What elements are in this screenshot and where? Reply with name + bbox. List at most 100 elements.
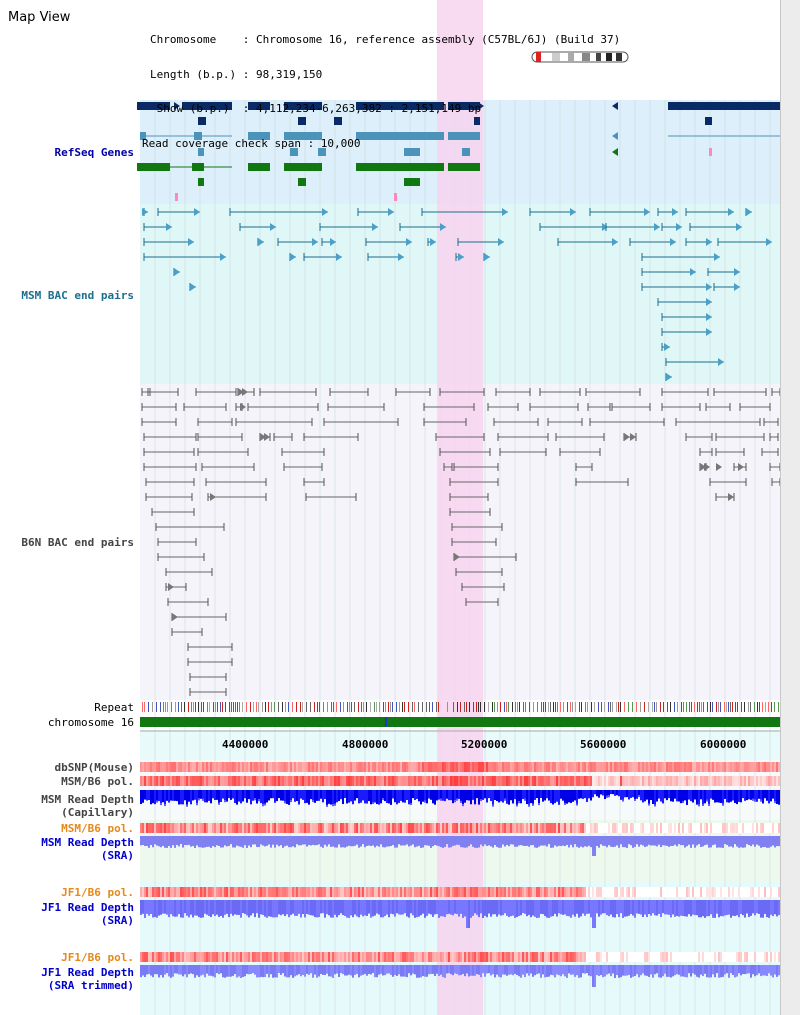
dbsnp-cell	[616, 762, 618, 772]
msm-b6-pol-cell	[500, 776, 502, 786]
jf1-depth-trim-bar	[168, 965, 170, 977]
jf1-depth-sra-bar	[388, 900, 390, 918]
jf1-depth-sra-bar	[632, 900, 634, 916]
gene-exon	[298, 117, 306, 125]
msm-b6-pol-cell	[306, 776, 308, 786]
dbsnp-label[interactable]: dbSNP(Mouse)	[54, 761, 134, 774]
dbsnp-cell	[642, 762, 644, 772]
dbsnp-cell	[764, 762, 766, 772]
msm-depth-cap-bar	[244, 790, 246, 799]
jf1-depth-sra-bar	[256, 900, 258, 914]
msm-depth-cap-bar	[228, 790, 230, 799]
bac-end-arrow	[502, 208, 508, 216]
dbsnp-cell	[300, 762, 302, 772]
jf1-read-depth-sra-label[interactable]: JF1 Read Depth	[41, 901, 134, 914]
msm-depth-cap-bar	[476, 790, 478, 799]
msm-read-depth-sra-label[interactable]: MSM Read Depth	[41, 836, 134, 849]
msm-b6-pol-sra-cell	[458, 823, 460, 833]
msm-b6-pol-sra-cell	[642, 823, 644, 833]
msm-depth-cap-bar	[186, 804, 188, 807]
dbsnp-cell	[222, 762, 224, 772]
b6n-bac-end-pairs-label[interactable]: B6N BAC end pairs	[21, 536, 134, 549]
jf1-depth-sra-bar	[436, 900, 438, 914]
jf1-b6-pol-cell	[480, 887, 482, 897]
dbsnp-cell	[540, 762, 542, 772]
msm-depth-cap-bar	[496, 790, 498, 802]
msm-depth-cap-bar	[208, 790, 210, 801]
msm-b6-pol-cell	[704, 776, 706, 786]
jf1-b6-pol-trim-cell	[390, 952, 392, 962]
jf1-depth-trim-bar	[390, 965, 392, 976]
msm-read-depth-capillary-label[interactable]: MSM Read Depth	[41, 793, 134, 806]
msm-b6-pol-cell	[480, 776, 482, 786]
msm-b6-pol-sra-cell	[184, 823, 186, 833]
jf1-b6-pol-trim-cell	[492, 952, 494, 962]
msm-depth-cap-bar	[162, 790, 164, 803]
msm-b6-pol-sra-cell	[298, 823, 300, 833]
repeat-element	[207, 702, 208, 712]
jf1-depth-trim-bar	[532, 965, 534, 977]
msm-b6-pol-cell	[392, 776, 394, 786]
msm-depth-sra-bar	[214, 836, 216, 848]
jf1-depth-sra-bar	[400, 900, 402, 915]
jf1-b6-pol-trim-cell	[760, 952, 762, 962]
msm-depth-sra-bar	[284, 836, 286, 847]
repeat-element	[473, 702, 474, 712]
jf1-b6-pol-trimmed-label[interactable]: JF1/B6 pol.	[61, 951, 134, 964]
jf1-depth-sra-bar	[540, 900, 542, 914]
msm-b6-pol-sra-cell	[506, 823, 508, 833]
msm-depth-cap-bar	[712, 790, 714, 800]
dbsnp-cell	[360, 762, 362, 772]
msm-depth-sra-bar	[394, 836, 396, 848]
jf1-depth-trim-bar	[496, 965, 498, 975]
msm-b6-pol-label[interactable]: MSM/B6 pol.	[61, 775, 134, 788]
jf1-depth-trim-bar	[440, 965, 442, 975]
jf1-depth-trim-bar	[710, 965, 712, 978]
jf1-depth-trim-bar	[478, 965, 480, 975]
msm-depth-cap-bar	[376, 790, 378, 805]
repeat-element	[735, 702, 736, 712]
gene-marker	[709, 148, 712, 156]
vertical-scrollbar[interactable]	[780, 0, 800, 1015]
msm-b6-pol-sra-cell	[678, 823, 680, 833]
jf1-read-depth-trimmed-label[interactable]: JF1 Read Depth	[41, 966, 134, 979]
jf1-depth-trim-bar	[652, 965, 654, 978]
msm-depth-cap-bar	[316, 790, 318, 801]
jf1-depth-trim-bar	[172, 965, 174, 977]
msm-b6-pol-sra-label[interactable]: MSM/B6 pol.	[61, 822, 134, 835]
jf1-b6-pol-label[interactable]: JF1/B6 pol.	[61, 886, 134, 899]
jf1-depth-sra-bar	[660, 900, 662, 917]
msm-depth-sra-bar	[200, 836, 202, 848]
dbsnp-cell	[498, 762, 500, 772]
msm-b6-pol-sra-cell	[724, 823, 726, 833]
msm-depth-sra-bar	[508, 836, 510, 847]
jf1-b6-pol-cell	[430, 887, 432, 897]
msm-b6-pol-cell	[744, 776, 746, 786]
msm-b6-pol-cell	[456, 776, 458, 786]
msm-b6-pol-sra-cell	[218, 823, 220, 833]
jf1-depth-trim-bar	[462, 965, 464, 974]
jf1-depth-sra-bar	[460, 900, 462, 914]
jf1-b6-pol-trim-cell	[704, 952, 706, 962]
repeat-element	[601, 702, 602, 712]
jf1-depth-sra-bar	[158, 900, 160, 916]
msm-depth-cap-bar	[604, 790, 606, 800]
dbsnp-cell	[514, 762, 516, 772]
refseq-genes-label[interactable]: RefSeq Genes	[54, 146, 134, 159]
jf1-depth-trim-bar	[704, 965, 706, 974]
jf1-depth-sra-bar	[604, 900, 606, 914]
jf1-depth-sra-bar	[284, 900, 286, 917]
repeat-element	[533, 702, 534, 712]
jf1-b6-pol-cell	[388, 887, 390, 897]
msm-bac-end-pairs-label[interactable]: MSM BAC end pairs	[21, 289, 134, 302]
msm-depth-cap-bar	[338, 790, 340, 802]
msm-b6-pol-sra-cell	[716, 823, 718, 833]
jf1-b6-pol-cell	[474, 887, 476, 897]
jf1-depth-sra-bar	[300, 900, 302, 918]
jf1-depth-trim-bar	[648, 965, 650, 977]
msm-depth-cap-bar	[340, 790, 342, 800]
msm-b6-pol-cell	[472, 776, 474, 786]
repeat-element	[553, 702, 554, 712]
jf1-b6-pol-cell	[594, 887, 596, 897]
